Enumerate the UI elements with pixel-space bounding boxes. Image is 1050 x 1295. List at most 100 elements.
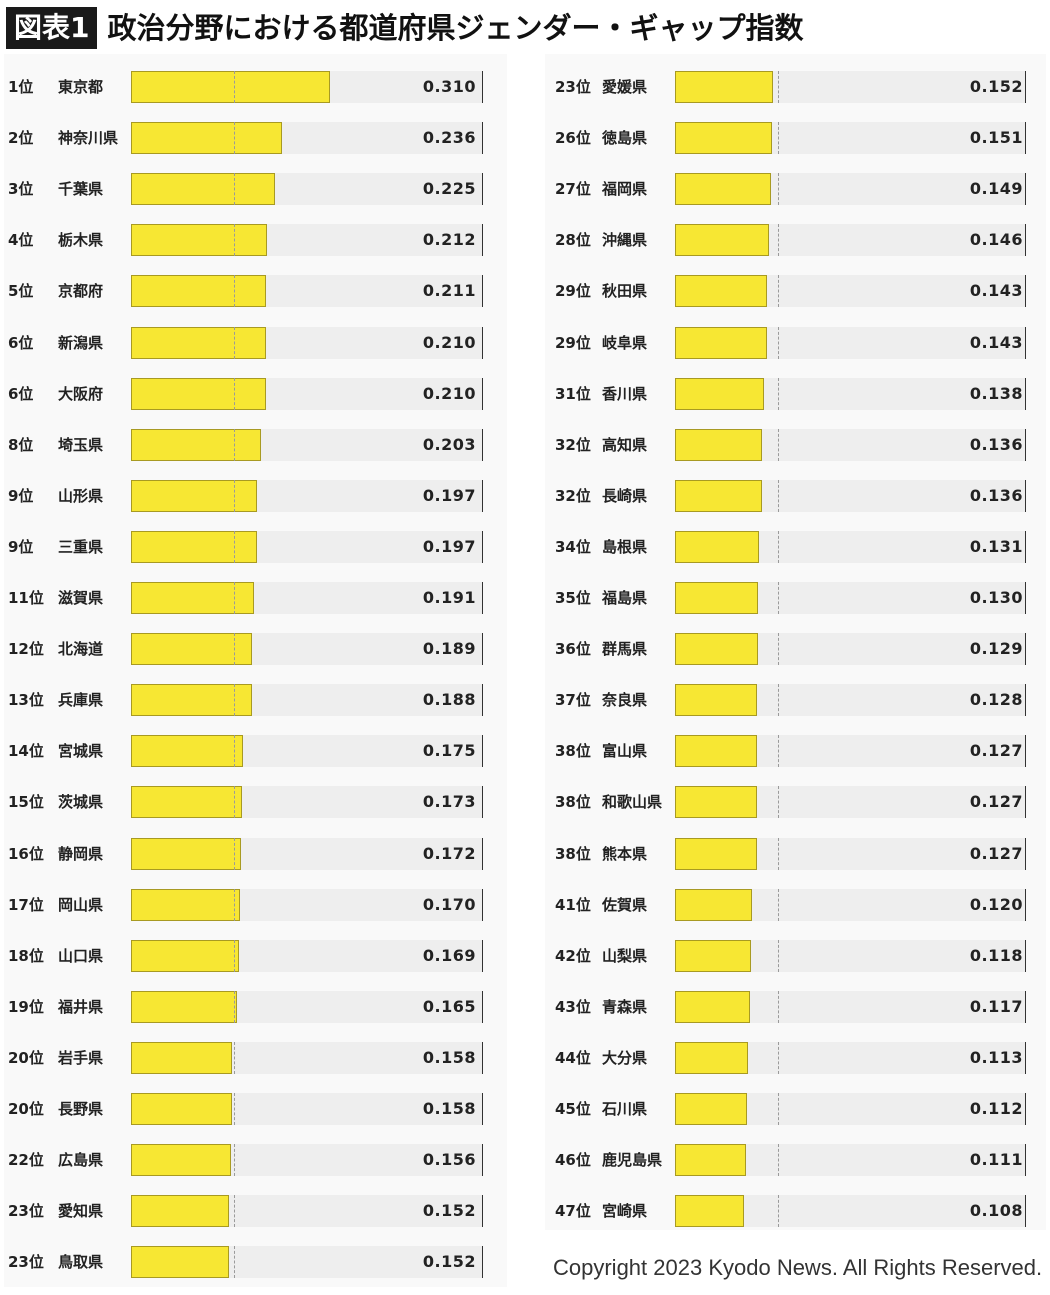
value-label: 0.149 — [969, 179, 1023, 199]
row-end-line — [1025, 530, 1026, 563]
reference-line — [777, 326, 779, 359]
value-label: 0.236 — [422, 128, 476, 148]
row-end-line — [482, 1144, 483, 1177]
rank-label: 4位 — [8, 231, 34, 250]
value-bar — [131, 990, 237, 1023]
chart-title: 政治分野における都道府県ジェンダー・ギャップ指数 — [107, 11, 804, 45]
bar-row: 6位 大阪府 0.210 — [4, 361, 507, 412]
rank-label: 16位 — [8, 844, 44, 863]
reference-line — [233, 735, 235, 768]
value-label: 0.173 — [422, 792, 476, 812]
reference-line — [233, 479, 235, 512]
prefecture-label: 岐阜県 — [602, 333, 648, 352]
bar-row: 16位 静岡県 0.172 — [4, 821, 507, 872]
right-column-chart: 23位 愛媛県 0.152 26位 徳島県 0.151 27位 福岡県 0.149 28位 沖縄県 0… — [545, 54, 1046, 1230]
row-end-line — [1025, 990, 1026, 1023]
value-bar — [675, 786, 757, 819]
value-bar — [131, 122, 283, 155]
prefecture-label: 三重県 — [58, 537, 104, 556]
value-bar — [131, 1093, 233, 1125]
rank-label: 46位 — [555, 1151, 591, 1170]
prefecture-label: 香川県 — [602, 384, 648, 403]
row-end-line — [482, 837, 483, 870]
prefecture-label: 和歌山県 — [602, 793, 663, 812]
reference-line — [777, 684, 779, 717]
prefecture-label: 岩手県 — [58, 1048, 104, 1067]
bar-row: 32位 長崎県 0.136 — [545, 463, 1046, 514]
value-bar — [675, 837, 757, 870]
prefecture-label: 新潟県 — [58, 333, 104, 352]
reference-line — [777, 71, 779, 103]
bar-row: 8位 埼玉県 0.203 — [4, 412, 507, 463]
prefecture-label: 栃木県 — [58, 231, 104, 250]
row-end-line — [482, 1195, 483, 1228]
rank-label: 11位 — [8, 589, 44, 607]
value-bar — [131, 224, 268, 257]
value-label: 0.310 — [422, 77, 476, 96]
value-bar — [131, 275, 267, 308]
figure-badge: 図表1 — [6, 7, 98, 49]
prefecture-label: 秋田県 — [602, 282, 648, 301]
reference-line — [233, 1093, 235, 1125]
reference-line — [233, 1144, 235, 1177]
reference-line — [777, 939, 779, 972]
rank-label: 12位 — [8, 640, 44, 659]
rank-label: 29位 — [555, 333, 591, 352]
value-bar — [675, 275, 767, 308]
value-label: 0.108 — [969, 1201, 1023, 1221]
value-label: 0.158 — [422, 1099, 476, 1118]
prefecture-label: 富山県 — [602, 742, 648, 761]
reference-line — [233, 786, 235, 819]
value-label: 0.188 — [422, 690, 476, 710]
rank-label: 14位 — [8, 742, 44, 761]
value-bar — [675, 173, 771, 206]
reference-line — [777, 428, 779, 461]
reference-line — [233, 1246, 235, 1279]
row-end-line — [1025, 633, 1026, 666]
row-end-line — [482, 71, 483, 103]
bar-row: 31位 香川県 0.138 — [545, 361, 1046, 412]
value-bar — [675, 428, 763, 461]
rank-label: 18位 — [8, 946, 44, 965]
bar-row: 20位 長野県 0.158 — [4, 1076, 507, 1127]
value-label: 0.127 — [969, 792, 1023, 812]
prefecture-label: 熊本県 — [602, 844, 648, 863]
value-label: 0.127 — [969, 843, 1023, 863]
value-bar — [131, 786, 243, 819]
reference-line — [233, 837, 235, 870]
row-end-line — [482, 1246, 483, 1279]
reference-line — [233, 530, 235, 563]
prefecture-label: 山口県 — [58, 946, 104, 965]
bar-row: 47位 宮崎県 0.108 — [545, 1178, 1046, 1229]
bar-row: 35位 福島県 0.130 — [545, 565, 1046, 616]
row-end-line — [1025, 837, 1026, 870]
row-end-line — [1025, 224, 1026, 257]
value-label: 0.203 — [422, 434, 476, 454]
prefecture-label: 滋賀県 — [58, 589, 104, 607]
value-bar — [675, 1041, 748, 1074]
bar-row: 22位 広島県 0.156 — [4, 1127, 507, 1178]
row-end-line — [482, 786, 483, 819]
row-end-line — [482, 990, 483, 1023]
reference-line — [777, 224, 779, 257]
reference-line — [777, 633, 779, 666]
value-bar — [675, 735, 757, 768]
value-label: 0.169 — [422, 945, 476, 965]
value-bar — [131, 1041, 233, 1074]
row-end-line — [482, 173, 483, 206]
value-label: 0.127 — [969, 741, 1023, 761]
value-bar — [675, 122, 772, 155]
rank-label: 17位 — [8, 895, 44, 914]
bar-row: 5位 京都府 0.211 — [4, 258, 507, 309]
rank-label: 15位 — [8, 793, 44, 812]
reference-line — [233, 377, 235, 410]
bar-row: 3位 千葉県 0.225 — [4, 156, 507, 207]
row-end-line — [1025, 377, 1026, 410]
rank-label: 29位 — [555, 282, 591, 301]
row-end-line — [482, 428, 483, 461]
row-end-line — [482, 939, 483, 972]
rank-label: 38位 — [555, 793, 591, 812]
prefecture-label: 長野県 — [58, 1100, 104, 1118]
prefecture-label: 千葉県 — [58, 180, 104, 199]
value-label: 0.131 — [969, 536, 1023, 556]
